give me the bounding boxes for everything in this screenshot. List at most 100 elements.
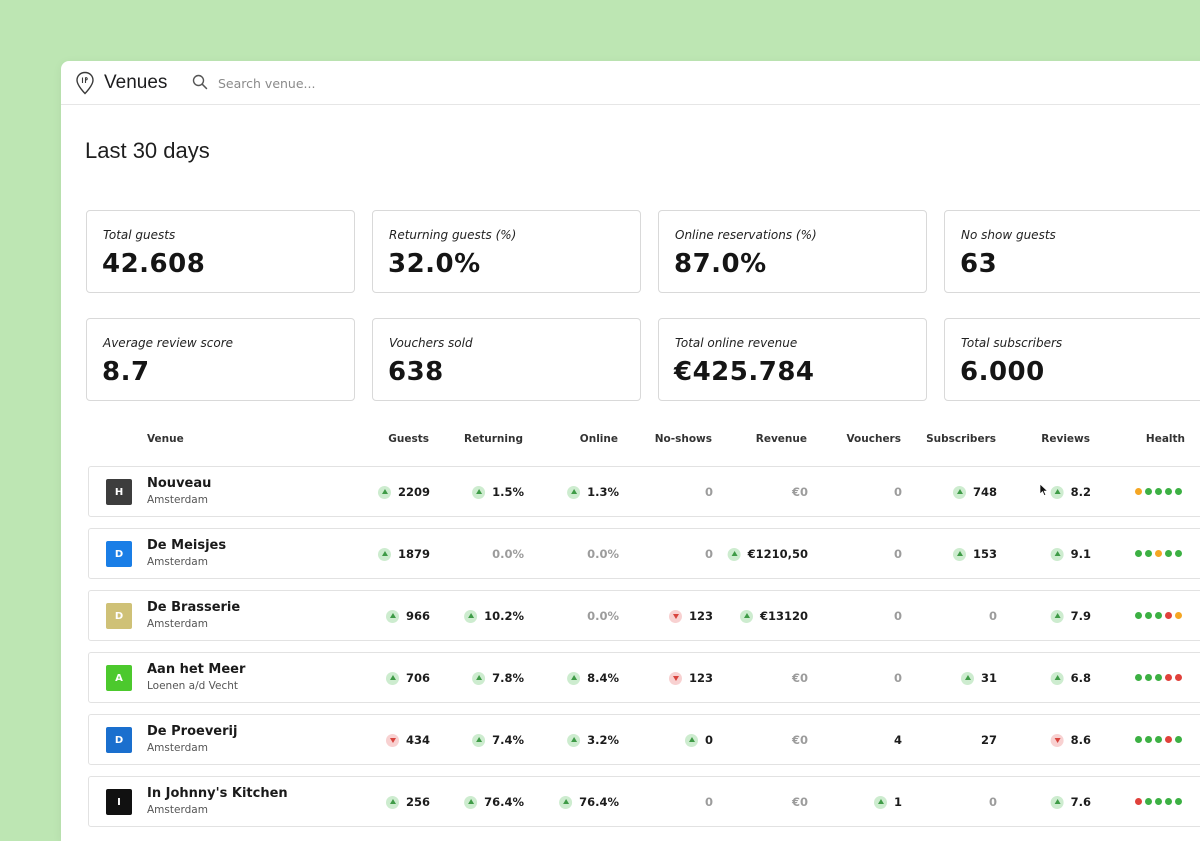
column-header-guests[interactable]: Guests: [388, 433, 429, 445]
cell-value: 0.0%: [587, 547, 619, 561]
health-dot: [1155, 798, 1162, 805]
cell-value: 4: [893, 733, 902, 747]
health-dot: [1145, 798, 1152, 805]
column-header-reviews[interactable]: Reviews: [1041, 433, 1090, 445]
cell-returning: 76.4%: [464, 794, 524, 810]
cell-value: 8.4%: [587, 671, 619, 685]
cell-guests: 256: [385, 794, 430, 810]
cell-revenue: €0: [792, 484, 808, 500]
health-dot: [1145, 736, 1152, 743]
cell-returning: 1.5%: [472, 484, 524, 500]
health-dot: [1175, 798, 1182, 805]
trend-up-icon: [567, 485, 581, 499]
table-row[interactable]: D De Brasserie Amsterdam 966 10.2% 0.0% 123 €13…: [88, 590, 1200, 641]
health-dot: [1145, 612, 1152, 619]
cell-noshows: 0: [705, 484, 713, 500]
mouse-cursor-icon: [1039, 483, 1049, 497]
search-icon: [192, 74, 208, 90]
trend-up-icon: [464, 609, 478, 623]
column-header-venue[interactable]: Venue: [147, 433, 184, 445]
column-header-health[interactable]: Health: [1145, 433, 1185, 445]
cell-returning: 7.4%: [472, 732, 524, 748]
location-pin-logo-icon[interactable]: [75, 71, 95, 95]
table-row[interactable]: D De Meisjes Amsterdam 1879 0.0% 0.0% 0 €1210,5…: [88, 528, 1200, 579]
cell-value: 0: [893, 609, 902, 623]
venue-name[interactable]: De Brasserie: [147, 600, 241, 615]
page-title: Last 30 days: [85, 138, 210, 163]
trend-down-icon: [668, 671, 682, 685]
stat-label: Online reservations (%): [675, 228, 817, 242]
column-header-revenue[interactable]: Revenue: [755, 433, 807, 445]
search-input[interactable]: [216, 72, 460, 94]
venue-name[interactable]: Aan het Meer: [147, 662, 246, 677]
cell-value: 1: [893, 795, 902, 809]
stat-value: 42.608: [102, 249, 206, 279]
column-header-no-shows[interactable]: No-shows: [654, 433, 712, 445]
health-dot: [1165, 550, 1172, 557]
cell-noshows: 123: [668, 670, 713, 686]
cell-returning: 0.0%: [492, 546, 524, 562]
stat-card: Average review score 8.7: [86, 318, 355, 401]
venue-name[interactable]: In Johnny's Kitchen: [147, 786, 288, 801]
health-dot: [1165, 736, 1172, 743]
cell-vouchers: 1: [873, 794, 902, 810]
health-dot: [1135, 736, 1142, 743]
venue-avatar: D: [106, 603, 132, 629]
cell-returning: 10.2%: [464, 608, 524, 624]
column-header-subscribers[interactable]: Subscribers: [926, 433, 996, 445]
cell-vouchers: 0: [894, 546, 902, 562]
stat-value: 638: [388, 357, 444, 387]
health-indicator: [1135, 488, 1182, 495]
trend-up-icon: [1050, 795, 1064, 809]
table-row[interactable]: D De Proeverij Amsterdam 434 7.4% 3.2% 0 €0 4 27 8…: [88, 714, 1200, 765]
table-row[interactable]: H Nouveau Amsterdam 2209 1.5% 1.3% 0 €0 0 748 8.2: [88, 466, 1200, 517]
trend-down-icon: [385, 733, 399, 747]
trend-up-icon: [952, 485, 966, 499]
stat-label: No show guests: [961, 228, 1056, 242]
top-bar: Venues: [61, 61, 1200, 105]
cell-value: €0: [791, 671, 808, 685]
stat-card: Total subscribers 6.000: [944, 318, 1200, 401]
health-indicator: [1135, 674, 1182, 681]
venue-name[interactable]: De Proeverij: [147, 724, 238, 739]
health-dot: [1135, 798, 1142, 805]
column-header-online[interactable]: Online: [579, 433, 618, 445]
trend-up-icon: [1050, 609, 1064, 623]
cell-value: 0: [704, 733, 713, 747]
table-row[interactable]: A Aan het Meer Loenen a/d Vecht 706 7.8% 8.4%…: [88, 652, 1200, 703]
cell-online: 8.4%: [567, 670, 619, 686]
cell-subscribers: 27: [981, 732, 997, 748]
cell-revenue: €0: [792, 794, 808, 810]
cell-subscribers: 748: [952, 484, 997, 500]
cell-value: €0: [791, 733, 808, 747]
table-row[interactable]: I In Johnny's Kitchen Amsterdam 256 76.4% 76.…: [88, 776, 1200, 827]
cell-reviews: 9.1: [1050, 546, 1091, 562]
cell-reviews: 8.2: [1050, 484, 1091, 500]
stat-value: 8.7: [102, 357, 150, 387]
venue-name[interactable]: Nouveau: [147, 476, 212, 491]
cell-subscribers: 0: [989, 608, 997, 624]
health-dot: [1155, 736, 1162, 743]
stat-card: Total online revenue €425.784: [658, 318, 927, 401]
cell-noshows: 0: [705, 794, 713, 810]
cell-noshows: 0: [705, 546, 713, 562]
trend-up-icon: [1050, 547, 1064, 561]
health-dot: [1175, 736, 1182, 743]
trend-up-icon: [960, 671, 974, 685]
venue-name[interactable]: De Meisjes: [147, 538, 227, 553]
cell-guests: 434: [385, 732, 430, 748]
trend-down-icon: [1050, 733, 1064, 747]
app-title: Venues: [104, 72, 168, 93]
health-dot: [1145, 550, 1152, 557]
cell-guests: 2209: [377, 484, 430, 500]
cell-value: 1.5%: [492, 485, 524, 499]
trend-down-icon: [668, 609, 682, 623]
column-header-returning[interactable]: Returning: [464, 433, 523, 445]
cell-value: 7.9: [1070, 609, 1091, 623]
cell-value: 0: [704, 795, 713, 809]
cell-value: 1.3%: [587, 485, 619, 499]
cell-value: 8.2: [1070, 485, 1091, 499]
trend-up-icon: [472, 485, 486, 499]
trend-up-icon: [472, 671, 486, 685]
column-header-vouchers[interactable]: Vouchers: [846, 433, 902, 445]
